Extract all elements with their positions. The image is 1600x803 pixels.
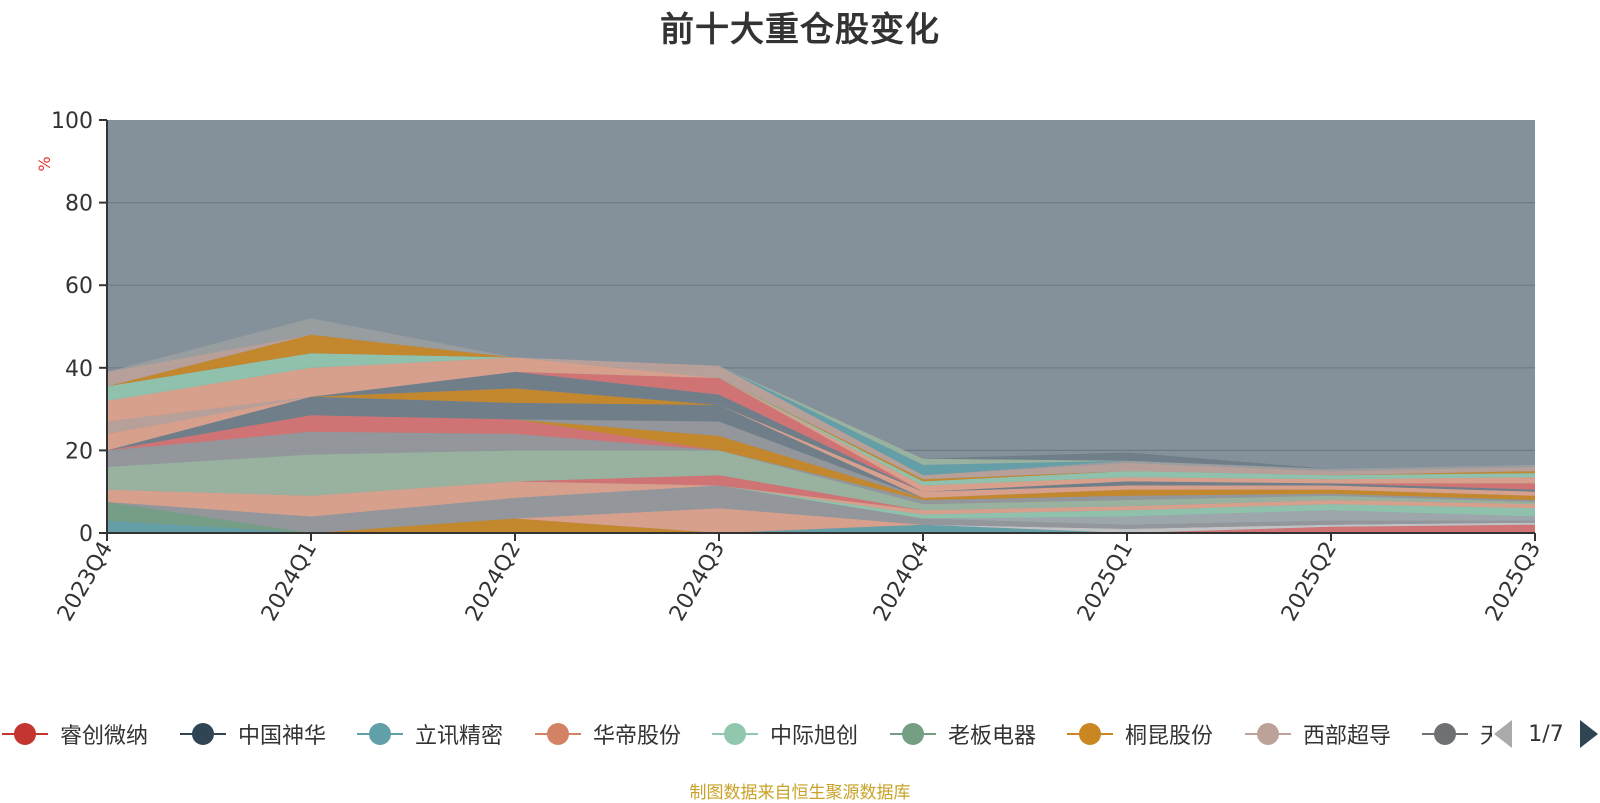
- series-area[interactable]: [107, 481, 1535, 517]
- x-tick-label: 2024Q1: [257, 538, 322, 626]
- legend-item[interactable]: 立讯精密: [355, 712, 503, 756]
- legend-marker-icon: [710, 712, 760, 756]
- x-tick-label: 2024Q2: [461, 538, 526, 626]
- legend-item[interactable]: 桐昆股份: [1065, 712, 1213, 756]
- legend-next-page-icon[interactable]: [1578, 719, 1600, 749]
- chart-title: 前十大重仓股变化: [660, 10, 940, 50]
- legend-label: 中国神华: [238, 724, 327, 749]
- series-area[interactable]: [107, 450, 1535, 511]
- legend-prev-page-icon[interactable]: [1492, 719, 1514, 749]
- legend-item[interactable]: 中际旭创: [710, 712, 858, 756]
- series-area[interactable]: [107, 485, 1535, 534]
- y-tick-label: 20: [65, 439, 93, 464]
- series-area[interactable]: [107, 520, 1535, 533]
- legend-label: 老板电器: [948, 724, 1037, 749]
- series-area[interactable]: [107, 502, 1535, 533]
- y-tick-label: 80: [65, 192, 93, 217]
- series-area[interactable]: [107, 502, 1535, 533]
- legend-marker-icon: [888, 712, 938, 756]
- legend-page-indicator: 1/7: [1528, 721, 1564, 747]
- legend-item[interactable]: 睿创微纳: [0, 712, 148, 756]
- x-tick-label: 2025Q3: [1481, 538, 1546, 626]
- legend-item[interactable]: 天: [1420, 712, 1500, 756]
- series-area[interactable]: [107, 334, 1535, 480]
- source-note: 制图数据来自恒生聚源数据库: [689, 783, 911, 803]
- stacked-area-chart: 0 20 40 60 80 100 2023Q4 2024Q1 2024Q2 2024Q3 2024…: [35, 109, 1546, 626]
- legend-item[interactable]: 华帝股份: [533, 712, 681, 756]
- legend-marker-icon: [0, 712, 50, 756]
- legend-item[interactable]: 西部超导: [1243, 712, 1391, 756]
- legend-label: 桐昆股份: [1125, 724, 1214, 749]
- y-tick-label: 60: [65, 274, 93, 299]
- series-area[interactable]: [107, 502, 1535, 533]
- legend-marker-icon: [1243, 712, 1293, 756]
- series-area[interactable]: [107, 353, 1535, 486]
- legend-label: 西部超导: [1303, 724, 1392, 749]
- legend-marker-icon: [355, 712, 405, 756]
- legend-item[interactable]: 中国神华: [178, 712, 326, 756]
- x-tick-label: 2025Q2: [1277, 538, 1342, 626]
- legend-marker-icon: [1420, 712, 1470, 756]
- x-tick-label: 2025Q1: [1073, 538, 1138, 626]
- legend-label: 中际旭创: [770, 724, 859, 749]
- series-area[interactable]: [107, 431, 1535, 505]
- series-area[interactable]: [107, 485, 1535, 519]
- y-tick-label: 100: [51, 109, 93, 134]
- legend-marker-icon: [178, 712, 228, 756]
- series-areas: [107, 318, 1535, 533]
- y-tick-label: 40: [65, 357, 93, 382]
- legend-label: 睿创微纳: [60, 724, 149, 749]
- legend-pager: 1/7: [1492, 712, 1600, 756]
- legend-marker-icon: [1065, 712, 1115, 756]
- legend-label: 华帝股份: [593, 724, 682, 749]
- series-area[interactable]: [107, 415, 1535, 500]
- legend-marker-icon: [533, 712, 583, 756]
- x-tick-label: 2023Q4: [53, 538, 118, 626]
- x-tick-label: 2024Q4: [869, 538, 934, 626]
- y-axis-label: %: [35, 156, 54, 171]
- legend-label: 立讯精密: [415, 724, 504, 749]
- legend-item[interactable]: 老板电器: [888, 712, 1036, 756]
- y-tick-label: 0: [79, 522, 93, 547]
- x-tick-label: 2024Q3: [665, 538, 730, 626]
- legend: 睿创微纳 中国神华 立讯精密 华帝股份 中际旭创 老板电器 桐昆股份 西部超导 天: [0, 712, 1500, 756]
